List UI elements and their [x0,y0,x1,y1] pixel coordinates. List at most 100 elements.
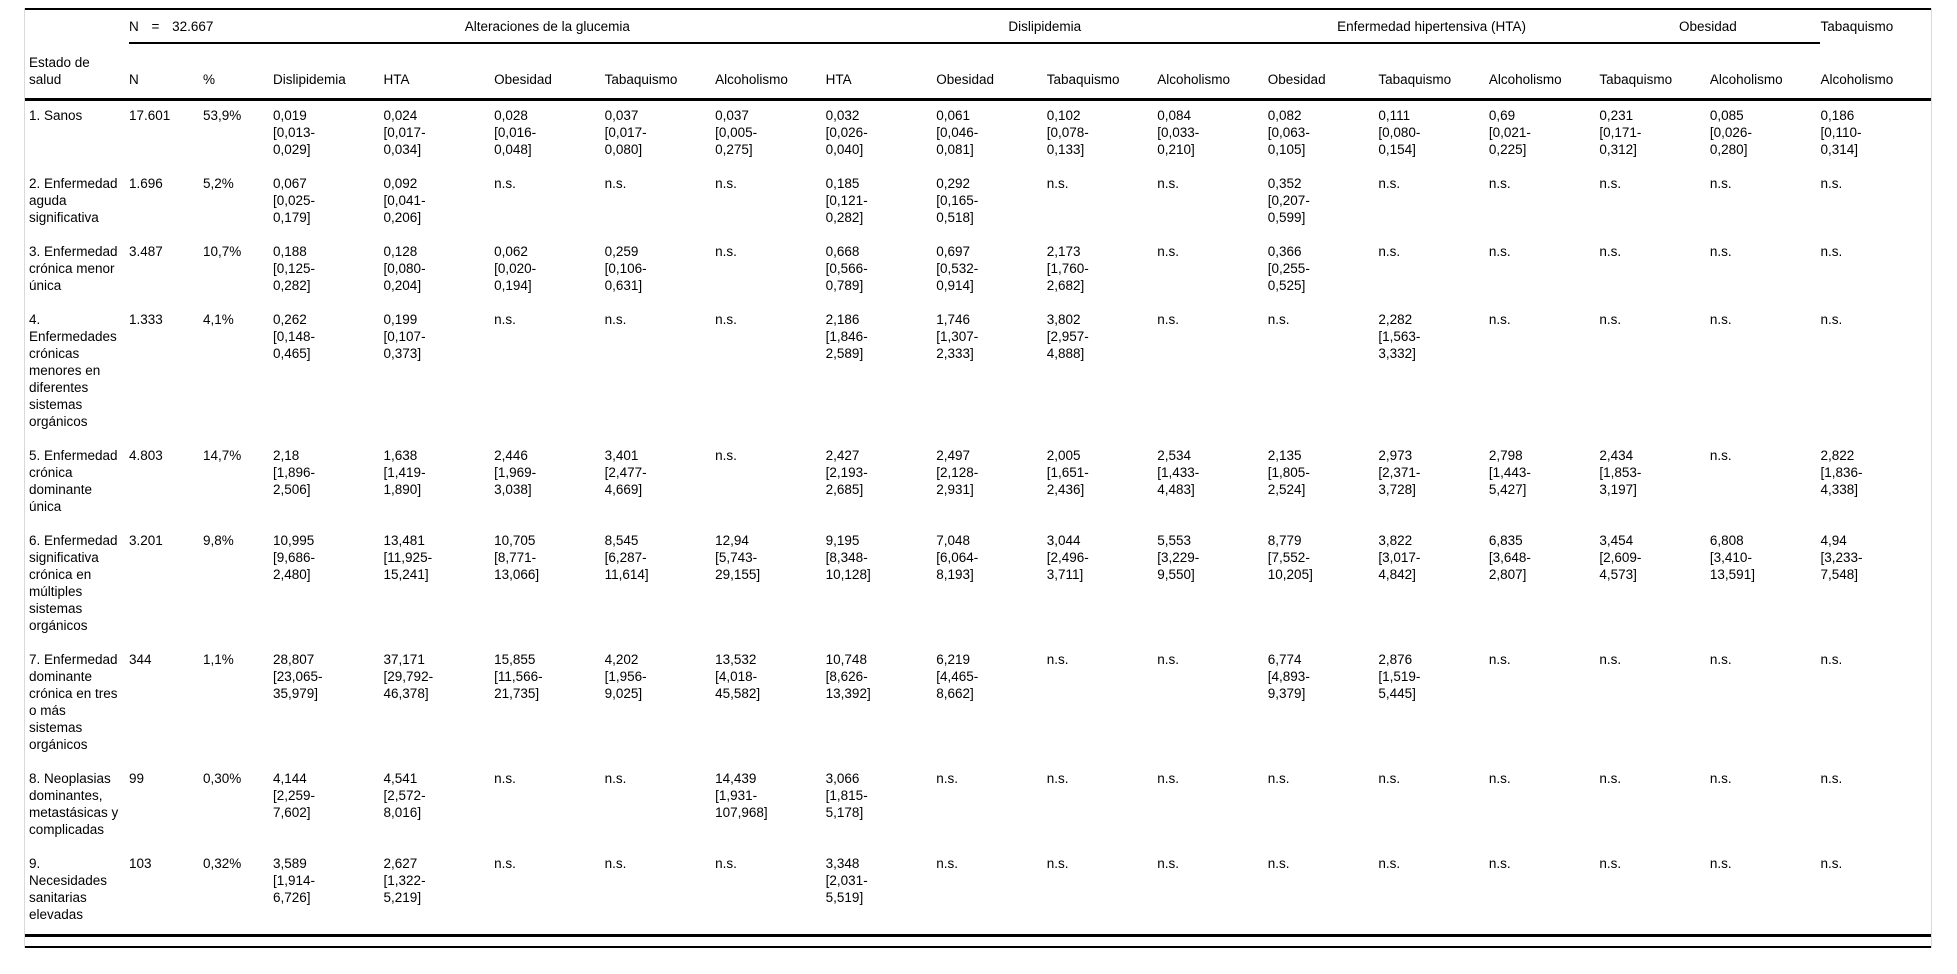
ci-high: 0,789] [825,278,864,293]
pct-cell: 53,9% [203,108,242,123]
ci-high: 4,669] [604,482,643,497]
or-value: 7,048 [936,533,970,548]
ns-cell: n.s. [1710,237,1821,305]
n-cell: 1.333 [129,312,163,327]
ci-low: [1,853- [1599,465,1642,480]
odds-ratio-cell: 2,434 [1,853- 3,197] [1599,441,1710,526]
n-cell: 3.487 [129,244,163,259]
ns-cell: n.s. [1378,169,1489,237]
ci-high: 0,081] [936,142,974,157]
pct-cell: 5,2% [203,176,234,191]
estado-de-salud-cell: 4. Enfermedades crónicas menores en dife… [29,312,117,429]
odds-ratio-cell: 6,219 [4,465- 8,662] [936,645,1047,764]
or-value: 0,366 [1267,244,1302,259]
ns-cell: n.s. [1268,764,1379,849]
ns-cell: n.s. [1820,645,1931,764]
estado-de-salud-cell: 2. Enfermedad aguda significativa [29,176,118,225]
or-value: 0,259 [604,244,639,259]
ci-high: 0,179] [273,210,311,225]
ci-low: [11,566- [494,669,543,684]
or-value: n.s. [1378,771,1401,786]
or-value: n.s. [1267,312,1290,327]
or-value: 0,085 [1709,108,1744,123]
odds-ratio-cell: 4,144 [2,259- 7,602] [273,764,384,849]
sub-column-header: Alcoholismo [1820,43,1931,101]
ns-cell: n.s. [1710,169,1821,237]
table-sheet: N = 32.667 Alteraciones de la glucemia Di… [24,8,1932,948]
sub-column-header: Alcoholismo [1709,43,1821,101]
odds-ratio-cell: 0,186 [0,110- 0,314] [1820,100,1931,170]
ci-high: 2,524] [1267,482,1306,497]
or-value: n.s. [604,771,627,786]
or-value: 0,111 [1378,108,1411,123]
ci-low: [1,896- [273,465,316,480]
table-row: 6. Enfermedad significativa crónica en m… [25,526,1931,645]
table-row: 3. Enfermedad crónica menor única 3.487 10… [25,237,1931,305]
ns-cell: n.s. [1820,764,1931,849]
ns-cell: n.s. [1378,237,1489,305]
col-group-header: Dislipidemia [825,8,1268,44]
or-value: n.s. [1709,771,1732,786]
odds-ratio-cell: 0,019 [0,013- 0,029] [273,100,384,170]
or-value: n.s. [1820,312,1843,327]
odds-ratio-cell: 4,541 [2,572- 8,016] [384,764,495,849]
ci-high: 13,392] [825,686,871,701]
or-value: 0,084 [1157,108,1192,123]
ci-high: 29,155] [715,567,761,582]
table-row: 5. Enfermedad crónica dominante única 4.8… [25,441,1931,526]
estado-de-salud-cell: 9. Necesidades sanitarias elevadas [25,849,129,937]
ci-high: 1,890] [383,482,422,497]
ci-high: 0,373] [383,346,422,361]
ci-high: 2,333] [936,346,974,361]
ci-low: [5,743- [715,550,758,565]
odds-ratio-cell: 13,532 [4,018- 45,582] [715,645,826,764]
or-value: 6,808 [1709,533,1744,548]
odds-ratio-cell: 0,352 [0,207- 0,599] [1268,169,1379,237]
pct-cell: 14,7% [203,448,242,463]
odds-ratio-cell: 0,188 [0,125- 0,282] [273,237,384,305]
odds-ratio-cell: 3,044 [2,496- 3,711] [1047,526,1158,645]
or-value: n.s. [494,176,516,191]
or-value: 9,195 [825,533,860,548]
estado-de-salud-cell: 1. Sanos [29,108,83,123]
or-value: 0,128 [383,244,418,259]
ns-cell: n.s. [715,305,826,441]
ns-cell: n.s. [1267,849,1379,937]
odds-ratio-cell: 2,173 [1,760- 2,682] [1047,237,1158,305]
ci-low: [4,465- [936,669,979,684]
ci-high: 0,080] [604,142,643,157]
ci-low: [3,017- [1378,550,1421,565]
odds-ratio-cell: 10,995 [9,686- 2,480] [273,526,384,645]
ci-low: [0,026- [1709,125,1752,140]
or-value: n.s. [1820,771,1843,786]
ci-low: [2,496- [1046,550,1089,565]
ci-low: [3,229- [1157,550,1200,565]
ns-cell: n.s. [1820,305,1931,441]
n-cell: 344 [129,652,152,667]
or-value: n.s. [1488,312,1511,327]
ci-high: 2,931] [936,482,974,497]
ci-low: [0,171- [1599,125,1642,140]
ci-low: [1,322- [383,873,426,888]
ci-high: 2,807] [1488,567,1527,582]
or-value: 6,219 [936,652,970,667]
ci-low: [0,021- [1488,125,1531,140]
bottom-double-rule [25,946,1931,948]
or-value: 0,037 [604,108,639,123]
ci-low: [0,107- [383,329,426,344]
or-value: n.s. [1046,771,1069,786]
or-value: n.s. [1157,244,1180,259]
ci-low: [9,686- [273,550,316,565]
sub-column-header: Obesidad [1267,43,1379,101]
or-value: 2,876 [1378,652,1413,667]
odds-ratio-cell: 2,005 [1,651- 2,436] [1047,441,1158,526]
sub-column-header: Alcoholismo [1157,43,1268,101]
or-value: 6,774 [1267,652,1302,667]
ci-low: [1,307- [936,329,979,344]
odds-ratio-cell: 0,69 [0,021- 0,225] [1489,100,1600,170]
ci-low: [0,020- [494,261,537,276]
ci-high: 8,193] [936,567,974,582]
group-header-row: N = 32.667 Alteraciones de la glucemia Di… [25,8,1931,44]
sub-column-header: HTA [825,43,937,101]
odds-ratio-cell: 12,94 [5,743- 29,155] [715,526,826,645]
